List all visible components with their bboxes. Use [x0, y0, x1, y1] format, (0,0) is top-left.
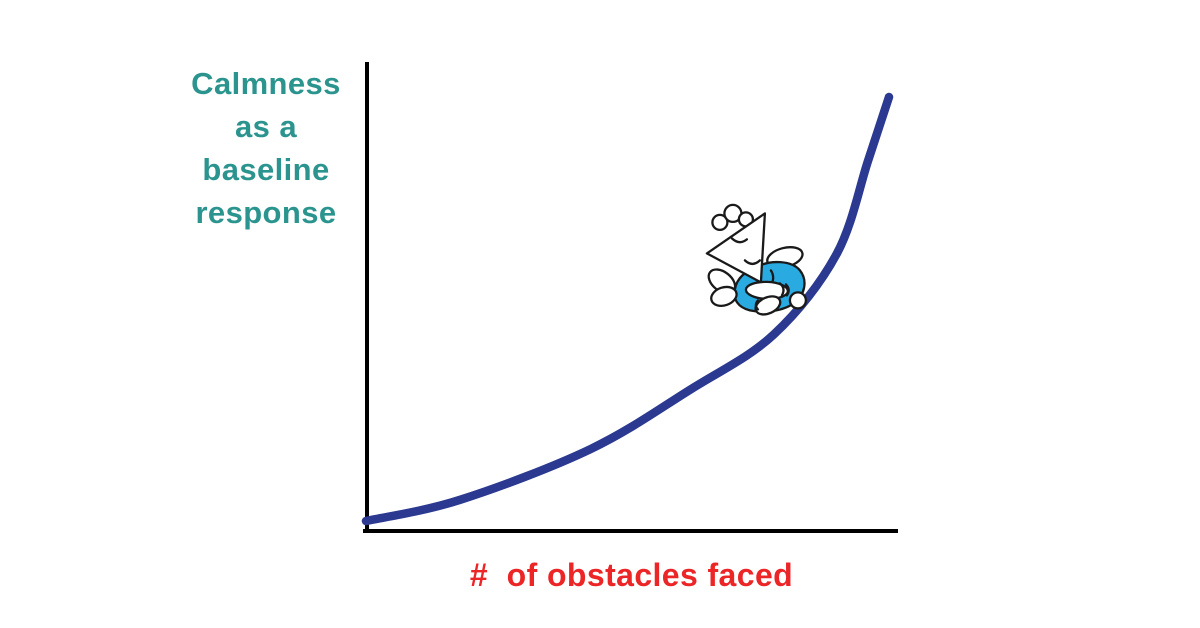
y-axis-label-line-4: response — [195, 195, 337, 230]
meditating-character — [705, 203, 808, 316]
character-left-forearm — [710, 285, 738, 308]
growth-curve — [361, 92, 894, 526]
character-smile — [743, 259, 762, 266]
x-axis-label: # of obstacles faced — [469, 557, 794, 593]
character-hand — [788, 291, 808, 310]
character-head — [705, 212, 767, 284]
character-toe-line — [754, 299, 760, 311]
character-hair-tuft — [711, 213, 729, 232]
character-finger-line — [778, 282, 785, 297]
y-axis-label-line-1: Calmness — [191, 66, 341, 101]
y-axis-label: Calmness as a baseline response — [146, 62, 386, 234]
character-closed-eye — [730, 237, 749, 244]
y-axis-label-line-3: baseline — [202, 152, 330, 187]
character-finger-line — [784, 283, 790, 297]
y-axis-label-line-2: as a — [235, 109, 297, 144]
character-foot — [754, 295, 782, 316]
